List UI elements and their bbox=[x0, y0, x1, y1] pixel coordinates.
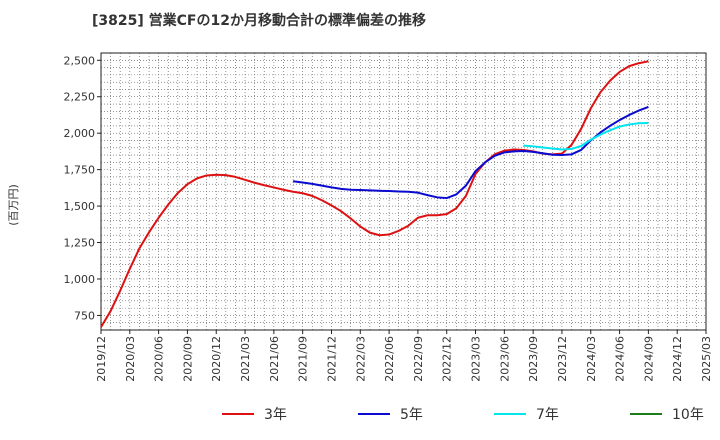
x-tick-label: 2019/12 bbox=[95, 336, 108, 382]
axes: 750 1,000 1,250 1,500 1,750 2,000 2,250 2,500 20… bbox=[7, 52, 713, 382]
x-tick-label: 2023/03 bbox=[470, 336, 483, 382]
x-tick-label: 2020/09 bbox=[181, 336, 194, 382]
y-tick-label: 2,250 bbox=[64, 91, 96, 104]
y-tick-label: 1,750 bbox=[64, 164, 96, 177]
x-tick-label: 2022/06 bbox=[383, 336, 396, 382]
series-line-5年 bbox=[292, 106, 649, 200]
x-tick-label: 2024/06 bbox=[614, 336, 627, 382]
x-tick-label: 2021/09 bbox=[297, 336, 310, 382]
y-tick-label: 1,000 bbox=[64, 273, 96, 286]
x-tick-label: 2022/09 bbox=[412, 336, 425, 382]
x-tick-label: 2024/09 bbox=[642, 336, 655, 382]
x-tick-label: 2021/12 bbox=[325, 336, 338, 382]
x-tick-label: 2024/12 bbox=[671, 336, 684, 382]
x-tick-label: 2021/03 bbox=[239, 336, 252, 382]
series bbox=[100, 60, 649, 328]
y-axis-label: (百万円) bbox=[7, 184, 20, 226]
x-tick-label: 2023/06 bbox=[498, 336, 511, 382]
chart-title: [3825] 営業CFの12か月移動合計の標準偏差の推移 bbox=[92, 13, 426, 29]
series-line-7年 bbox=[523, 121, 649, 151]
y-tick-label: 2,500 bbox=[64, 54, 96, 67]
x-tick-label: 2020/12 bbox=[210, 336, 223, 382]
y-tick-label: 1,250 bbox=[64, 237, 96, 250]
x-tick-label: 2024/03 bbox=[585, 336, 598, 382]
x-tick-label: 2023/09 bbox=[527, 336, 540, 382]
plot-frame bbox=[100, 52, 707, 331]
legend-label: 5年 bbox=[400, 407, 423, 423]
x-tick-label: 2025/03 bbox=[700, 336, 713, 382]
x-tick-label: 2022/03 bbox=[354, 336, 367, 382]
y-tick-label: 2,000 bbox=[64, 127, 96, 140]
y-tick-label: 750 bbox=[74, 309, 95, 322]
y-tick-label: 1,500 bbox=[64, 200, 96, 213]
x-tick-label: 2020/06 bbox=[153, 336, 166, 382]
x-tick-label: 2022/12 bbox=[441, 336, 454, 382]
x-tick-label: 2020/03 bbox=[124, 336, 137, 382]
legend-label: 7年 bbox=[536, 407, 559, 423]
series-line-3年 bbox=[100, 60, 649, 328]
x-tick-label: 2021/06 bbox=[268, 336, 281, 382]
legend-label: 3年 bbox=[264, 407, 287, 423]
x-tick-label: 2023/12 bbox=[556, 336, 569, 382]
legend-label: 10年 bbox=[672, 407, 704, 423]
legend: 3年 5年 7年 10年 bbox=[222, 407, 704, 423]
